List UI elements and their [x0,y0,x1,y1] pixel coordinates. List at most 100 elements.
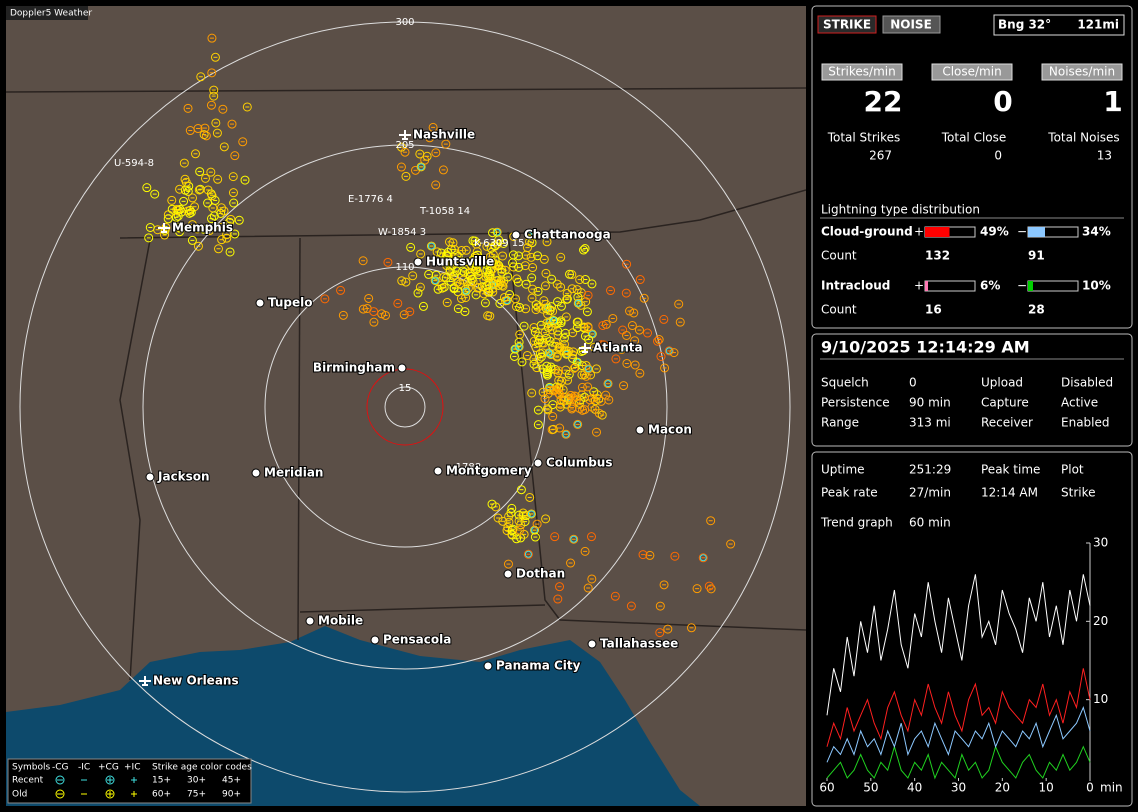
strike-ring [606,286,616,296]
strike-symbol [408,271,418,281]
strike-ring [577,390,587,400]
strike-ring [358,256,368,266]
strike-ic [527,510,535,518]
strike-symbol [431,148,441,158]
strike-ring [561,365,571,375]
strike-ring [377,309,387,319]
strike-ring [660,363,670,373]
strike-ring [567,284,577,294]
strike-ring [573,419,583,429]
legend-header: +IC [124,763,140,773]
strike-ring [523,549,533,559]
strike-symbol [172,205,182,215]
strike-label: W-1854 3 [378,227,426,238]
strike-ring [514,262,524,272]
strike-ring [515,525,525,535]
strike-ring [492,239,502,249]
strike-button[interactable] [817,15,877,34]
noise-button[interactable] [882,15,941,34]
border [6,87,806,93]
strike-ring [401,171,411,181]
strike-ring [557,376,567,386]
x-tick-label: 40 [907,781,922,795]
count: 91 [1028,249,1045,263]
strike-symbol [199,130,209,140]
strike-ring [536,352,546,362]
strike-ring [570,362,580,372]
strike-symbol [499,292,509,302]
rate-header [931,63,1013,81]
strike-symbol [401,171,411,181]
strike-ring [229,198,239,208]
bar-fill [925,281,928,291]
strike-symbol [498,516,508,526]
strike-ring [579,245,589,255]
strike-symbol [619,381,629,391]
strike-ring [575,275,585,285]
stat-label: Peak time [981,463,1040,477]
strike-ring [583,323,593,333]
stat-value: 27/min [909,486,951,500]
city-dot [503,569,513,579]
strike-symbol [601,390,611,400]
strike-ring [181,177,191,187]
strike-ic [574,420,582,428]
strike-ring [577,382,587,392]
strike-symbol [207,68,217,78]
strike-symbol [670,551,680,561]
strike-ring [639,293,649,303]
legend-header: -IC [78,763,90,773]
strike-symbol [481,272,491,282]
strike-symbol [597,410,607,420]
strike-ring [541,268,551,278]
strike-symbol [552,352,562,362]
strike-ring [175,184,185,194]
strike-ring [234,215,244,225]
count-label: Count [821,249,857,263]
strike-symbol [448,238,458,248]
strike-symbol [510,294,520,304]
strike-symbol [626,601,636,611]
strike-ring [488,228,498,238]
strike-ring [568,328,578,338]
strike-symbol [692,584,702,594]
strike-symbol [529,322,539,332]
strike-ring [635,275,645,285]
panel-settings [811,333,1133,447]
strike-symbol [550,532,560,542]
strike-ring [397,276,407,286]
strike-symbol [533,405,543,415]
strike-symbol [625,306,635,316]
strike-symbol [238,137,248,147]
strike-ring [503,272,513,282]
strike-symbol [228,172,238,182]
strike-symbol [479,289,489,299]
strike-symbol [369,317,379,327]
strike-symbol [656,351,666,361]
strike-ic [699,554,707,562]
strike-symbol [587,279,597,289]
strike-ring [507,503,517,513]
strike-symbol [504,511,514,521]
strike-ring [396,162,406,172]
strike-ring [551,337,561,347]
strike-ring [509,351,519,361]
strike-ring [230,151,240,161]
strike-ic [665,347,673,355]
strike-ring [482,260,492,270]
strike-symbol [234,215,244,225]
strike-ring [525,492,535,502]
map[interactable]: 300 205 110 15 U-594-8 E-1776 4 T-1058 14 W-185… [6,6,806,806]
strike-ring [432,247,442,257]
strike-symbol [548,386,558,396]
strike-ic [462,287,470,295]
strike-ring [167,204,177,214]
strike-symbol [645,550,655,560]
strike-ring [498,251,508,261]
strike-ic [618,345,626,353]
strike-symbol [627,321,637,331]
strike-ring [627,321,637,331]
strike-symbol [183,206,193,216]
total-value: 13 [1097,149,1112,163]
stat-label: Peak rate [821,486,878,500]
